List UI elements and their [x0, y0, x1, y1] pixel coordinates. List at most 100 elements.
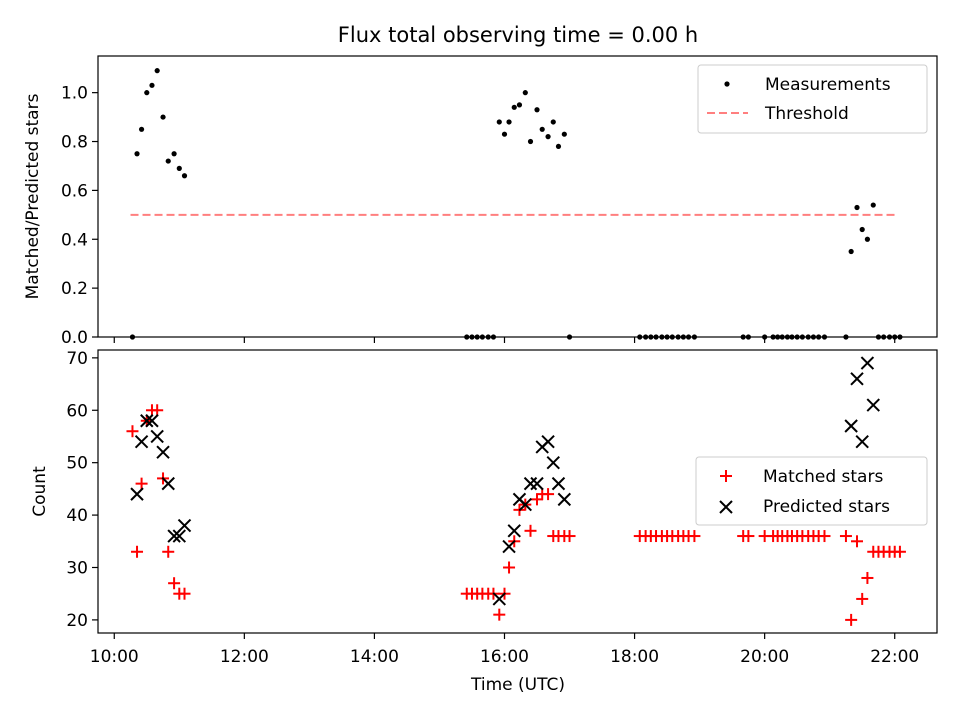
measurement-point [561, 131, 567, 137]
predicted-star-point [546, 455, 560, 470]
predicted-star-point [492, 592, 506, 606]
predicted-star-point [134, 435, 149, 449]
predicted-star-point [860, 356, 875, 370]
matched-star-point [839, 530, 852, 543]
measurement-point [176, 165, 182, 171]
matched-star-point [845, 613, 858, 626]
legend-measurements-marker [724, 81, 730, 87]
top-x-ticks [113, 337, 896, 343]
predicted-star-point [551, 476, 566, 491]
top-y-tick-label: 0.6 [61, 181, 88, 201]
x-tick-label: 14:00 [350, 647, 399, 667]
matched-star-point [563, 530, 576, 543]
measurement-point [171, 151, 177, 157]
top-y-ticks: 0.0 0.2 0.4 0.6 0.8 1.0 [61, 84, 98, 348]
measurement-point [555, 143, 562, 150]
top-y-tick-label: 0.4 [61, 230, 88, 250]
measurement-point [511, 104, 517, 110]
measurement-point [506, 119, 512, 125]
x-tick-label: 16:00 [480, 647, 529, 667]
x-tick-label: 20:00 [740, 647, 789, 667]
bottom-y-tick-label: 50 [66, 454, 88, 474]
matched-star-point [818, 530, 831, 543]
predicted-star-point [502, 539, 516, 554]
matched-star-point [742, 530, 755, 543]
x-tick-label: 18:00 [610, 647, 659, 667]
bottom-x-ticks: 10:00 12:00 14:00 16:00 18:00 20:00 22:00 [90, 633, 919, 667]
predicted-star-point [177, 518, 192, 533]
predicted-star-point [167, 529, 181, 543]
matched-star-point [688, 530, 701, 543]
legend-predicted-label: Predicted stars [763, 497, 890, 517]
predicted-star-point [541, 435, 555, 449]
matched-star-point [861, 571, 874, 584]
measurement-point [134, 151, 140, 157]
measurement-point [539, 126, 545, 132]
predicted-star-point [866, 398, 880, 412]
bottom-legend-box [695, 456, 928, 526]
bottom-y-tick-label: 20 [66, 611, 88, 631]
bottom-axes-frame [97, 349, 938, 634]
measurement-point [527, 138, 534, 145]
measurement-point [149, 82, 155, 88]
measurement-point [160, 114, 166, 120]
chart-title: Flux total observing time = 0.00 h [338, 23, 698, 47]
bottom-legend: Matched stars Predicted stars [695, 456, 928, 526]
top-axes-frame [97, 55, 938, 338]
x-tick-label: 22:00 [870, 647, 919, 667]
bottom-y-tick-label: 60 [66, 401, 88, 421]
measurement-point [181, 173, 188, 179]
matched-star-point [856, 592, 869, 605]
matched-star-point [162, 545, 175, 558]
measurement-point [154, 68, 160, 74]
top-y-axis-label: Matched/Predicted stars [23, 93, 43, 299]
predicted-star-point [530, 476, 544, 491]
bottom-plot-area [126, 356, 906, 626]
measurement-point [859, 226, 865, 233]
x-tick-label: 10:00 [90, 647, 139, 667]
measurement-point [870, 202, 876, 208]
predicted-star-point [518, 497, 533, 512]
legend-matched-marker [720, 470, 732, 482]
legend-predicted-marker [719, 500, 733, 514]
predicted-star-point [161, 476, 175, 491]
measurement-point [165, 158, 171, 164]
measurement-point [496, 119, 502, 125]
matched-star-point [126, 425, 139, 438]
matched-star-point [503, 561, 516, 574]
matched-star-point [524, 524, 537, 537]
measurement-point [516, 102, 523, 108]
matched-star-point [542, 488, 555, 501]
predicted-star-point [523, 476, 538, 491]
matched-star-point [178, 587, 191, 600]
matched-star-point [531, 493, 544, 506]
measurement-point [144, 90, 150, 96]
matched-star-point [493, 608, 506, 621]
measurement-point [138, 126, 145, 132]
x-axis-label: Time (UTC) [470, 675, 565, 695]
predicted-star-point [850, 372, 864, 386]
bottom-y-ticks: 20 30 40 50 60 70 [66, 349, 98, 631]
measurement-point [864, 236, 871, 242]
measurement-point [550, 119, 556, 125]
bottom-y-tick-label: 40 [66, 506, 88, 526]
measurement-point [848, 248, 854, 255]
matched-star-point [168, 577, 181, 590]
predicted-star-point [855, 435, 869, 449]
measurement-point [522, 90, 528, 96]
matched-star-point [893, 545, 906, 558]
predicted-star-point [844, 419, 858, 433]
top-y-tick-label: 0.0 [61, 328, 88, 348]
matched-star-point [851, 535, 864, 548]
predicted-star-point [150, 429, 164, 444]
predicted-star-point [156, 445, 170, 459]
predicted-star-point [140, 414, 154, 428]
matched-star-point [131, 545, 144, 558]
bottom-y-tick-label: 30 [66, 558, 88, 578]
top-legend: Measurements Threshold [697, 64, 928, 134]
bottom-panel: 20 30 40 50 60 70 10:00 12:00 14:00 16:00 18:00 20… [30, 349, 938, 695]
legend-measurements-label: Measurements [765, 75, 891, 95]
x-tick-label: 12:00 [220, 647, 269, 667]
top-legend-box [697, 64, 928, 134]
